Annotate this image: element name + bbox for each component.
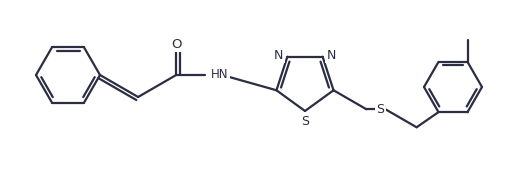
Text: S: S [376, 103, 385, 116]
Text: N: N [326, 49, 336, 62]
Text: N: N [274, 49, 283, 62]
Text: S: S [301, 115, 309, 128]
Text: HN: HN [211, 68, 229, 81]
Text: O: O [171, 38, 182, 51]
